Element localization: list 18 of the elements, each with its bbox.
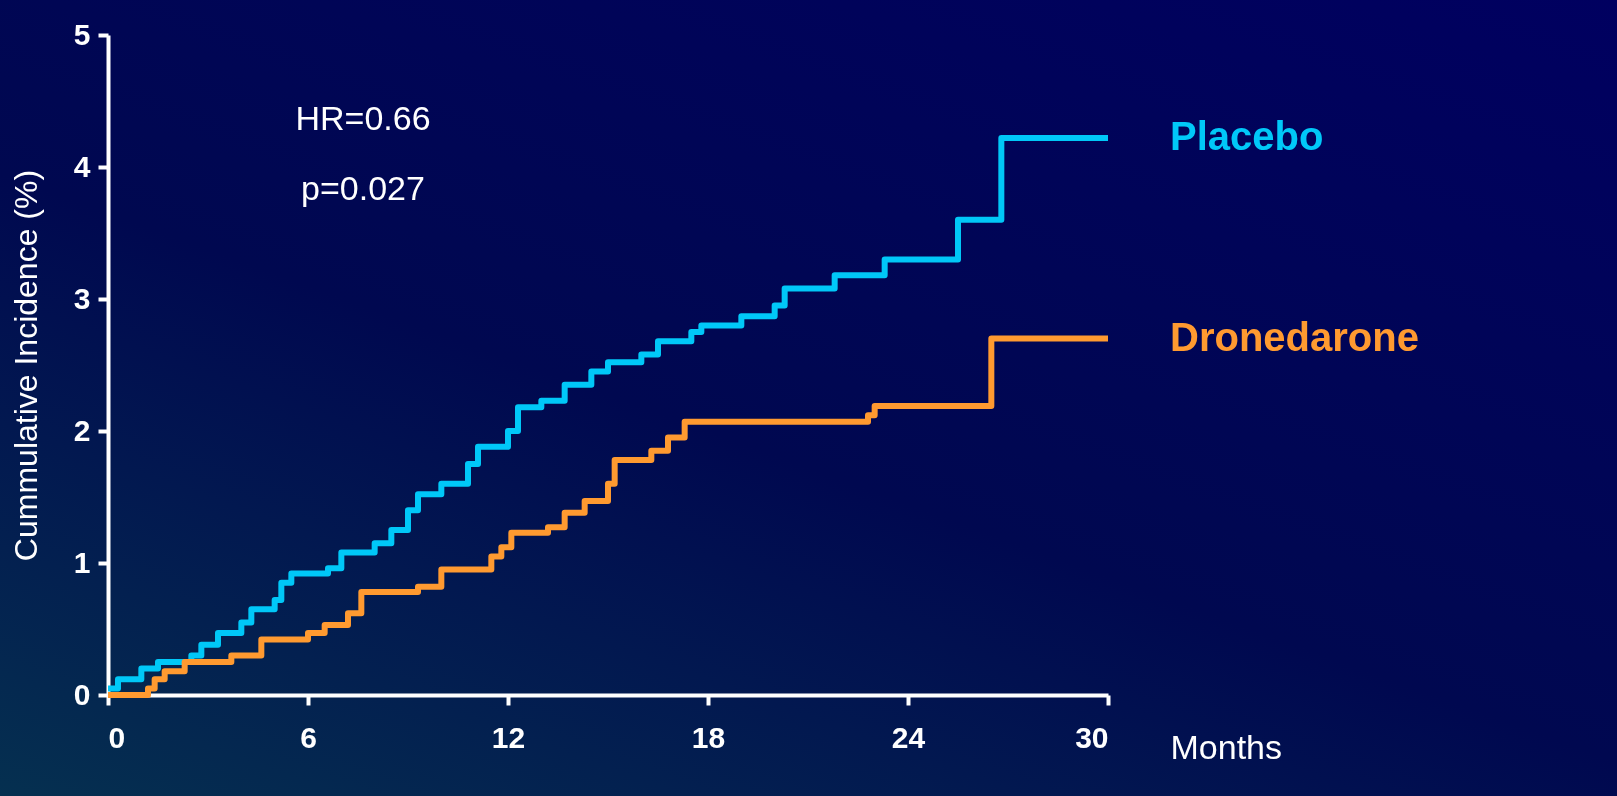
y-tick-label: 2 (73, 413, 91, 447)
annotation: p=0.027 (301, 169, 425, 207)
x-tick-label: 0 (108, 720, 126, 754)
y-tick-label: 5 (73, 17, 91, 51)
x-tick-label: 6 (300, 720, 317, 754)
y-tick-label: 4 (73, 149, 91, 183)
y-tick-label: 3 (73, 281, 91, 315)
x-tick-label: 18 (691, 720, 726, 754)
y-tick-label: 0 (73, 677, 91, 711)
y-axis-title: Cummulative Incidence (%) (7, 169, 44, 562)
y-tick-label: 1 (73, 545, 91, 579)
x-tick-label: 30 (1075, 720, 1109, 754)
series-label: Placebo (1170, 113, 1324, 158)
annotation: HR=0.66 (295, 99, 431, 137)
x-tick-label: 12 (491, 720, 526, 754)
x-axis-title: Months (1170, 727, 1282, 766)
series-label: Dronedarone (1170, 314, 1419, 359)
x-tick-label: 24 (891, 720, 926, 754)
